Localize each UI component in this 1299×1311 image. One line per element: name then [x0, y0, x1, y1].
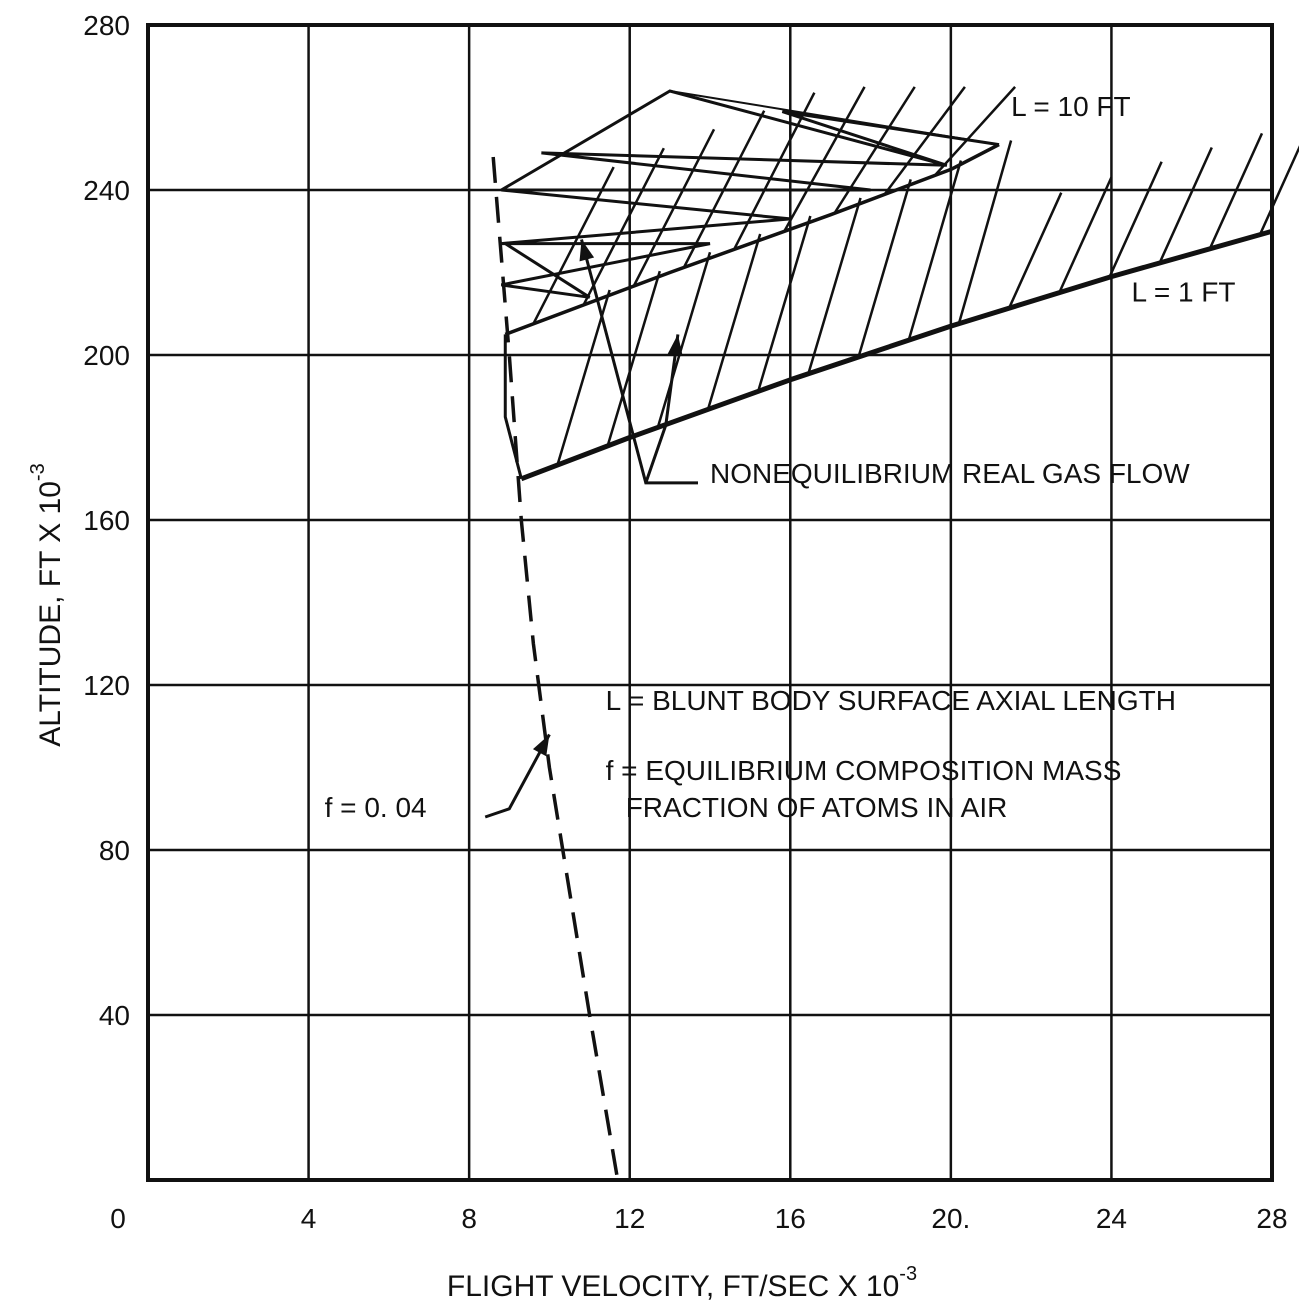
- y-axis-label: ALTITUDE, FT X 10-3: [27, 463, 67, 746]
- annotation-arrows: [484, 239, 698, 819]
- x-tick-label: 28: [1256, 1203, 1287, 1234]
- arrow-head: [667, 334, 683, 356]
- y-tick-label: 280: [83, 10, 130, 41]
- annotation-label: FRACTION OF ATOMS IN AIR: [626, 792, 1008, 823]
- plot-frame: [146, 23, 1274, 1182]
- hatch-line: [933, 86, 1017, 177]
- hatch-line: [532, 166, 615, 325]
- annotation-label: L = BLUNT BODY SURFACE AXIAL LENGTH: [606, 685, 1176, 716]
- x-tick-label: 12: [614, 1203, 645, 1234]
- annotation-label: f = EQUILIBRIUM COMPOSITION MASS: [606, 755, 1122, 786]
- annotations: L = 10 FT L = 1 FT NONEQUILIBRIUM REAL GAS…: [325, 91, 1236, 823]
- hatch-line: [833, 86, 916, 214]
- hatch-line: [807, 197, 862, 375]
- hatch-line: [1108, 161, 1163, 278]
- y-tick-label: 200: [83, 340, 130, 371]
- arrow-head: [532, 734, 550, 757]
- x-axis-label: FLIGHT VELOCITY, FT/SEC X 10-3: [447, 1263, 917, 1303]
- hatched-region: [500, 86, 1299, 480]
- hatch-line: [1258, 145, 1299, 236]
- hatch-line: [907, 160, 963, 341]
- hatch-line: [857, 179, 912, 358]
- region-boundary: [500, 89, 1000, 299]
- hatch-line: [706, 233, 762, 410]
- arrow-nonequilibrium-right: [644, 334, 680, 484]
- hatch-line: [1208, 132, 1264, 250]
- hatch-line: [1007, 192, 1063, 309]
- region-boundary: [669, 90, 1000, 146]
- grid-lines: [148, 25, 1272, 1180]
- series-line: [520, 228, 1273, 482]
- x-tick-label: 8: [461, 1203, 477, 1234]
- hatch-line: [1158, 146, 1213, 264]
- y-tick-label: 120: [83, 670, 130, 701]
- y-tick-label: 40: [99, 1000, 130, 1031]
- y-tick-label: 240: [83, 175, 130, 206]
- hatch-line: [606, 270, 662, 447]
- arrow-head: [579, 239, 595, 262]
- series-line: [491, 156, 620, 1181]
- hatch-line: [883, 86, 966, 196]
- series-lines: [491, 143, 1273, 1181]
- x-tick-label: 16: [775, 1203, 806, 1234]
- tick-labels: 0 4 8 12 16 20. 24 28 40 80 120 160 200 240 280: [83, 10, 1287, 1234]
- x-tick-label: 4: [301, 1203, 317, 1234]
- x-tick-label: 24: [1096, 1203, 1127, 1234]
- hatch-line: [656, 251, 712, 428]
- hatch-line: [957, 140, 1013, 324]
- annotation-label: f = 0. 04: [325, 792, 427, 823]
- hatch-line: [783, 86, 866, 232]
- series-line: [504, 143, 1000, 337]
- hatch-line: [1058, 176, 1113, 294]
- y-tick-label: 80: [99, 835, 130, 866]
- hatch-line: [756, 215, 812, 392]
- annotation-label: L = 1 FT: [1132, 276, 1236, 307]
- x-tick-label: 0: [110, 1203, 126, 1234]
- annotation-label: L = 10 FT: [1011, 91, 1131, 122]
- hatch-line: [556, 289, 611, 466]
- x-tick-label: 20.: [931, 1203, 970, 1234]
- annotation-label: NONEQUILIBRIUM REAL GAS FLOW: [710, 458, 1190, 489]
- arrow-f-value: [484, 733, 551, 819]
- hatch-line: [582, 147, 665, 306]
- y-tick-label: 160: [83, 505, 130, 536]
